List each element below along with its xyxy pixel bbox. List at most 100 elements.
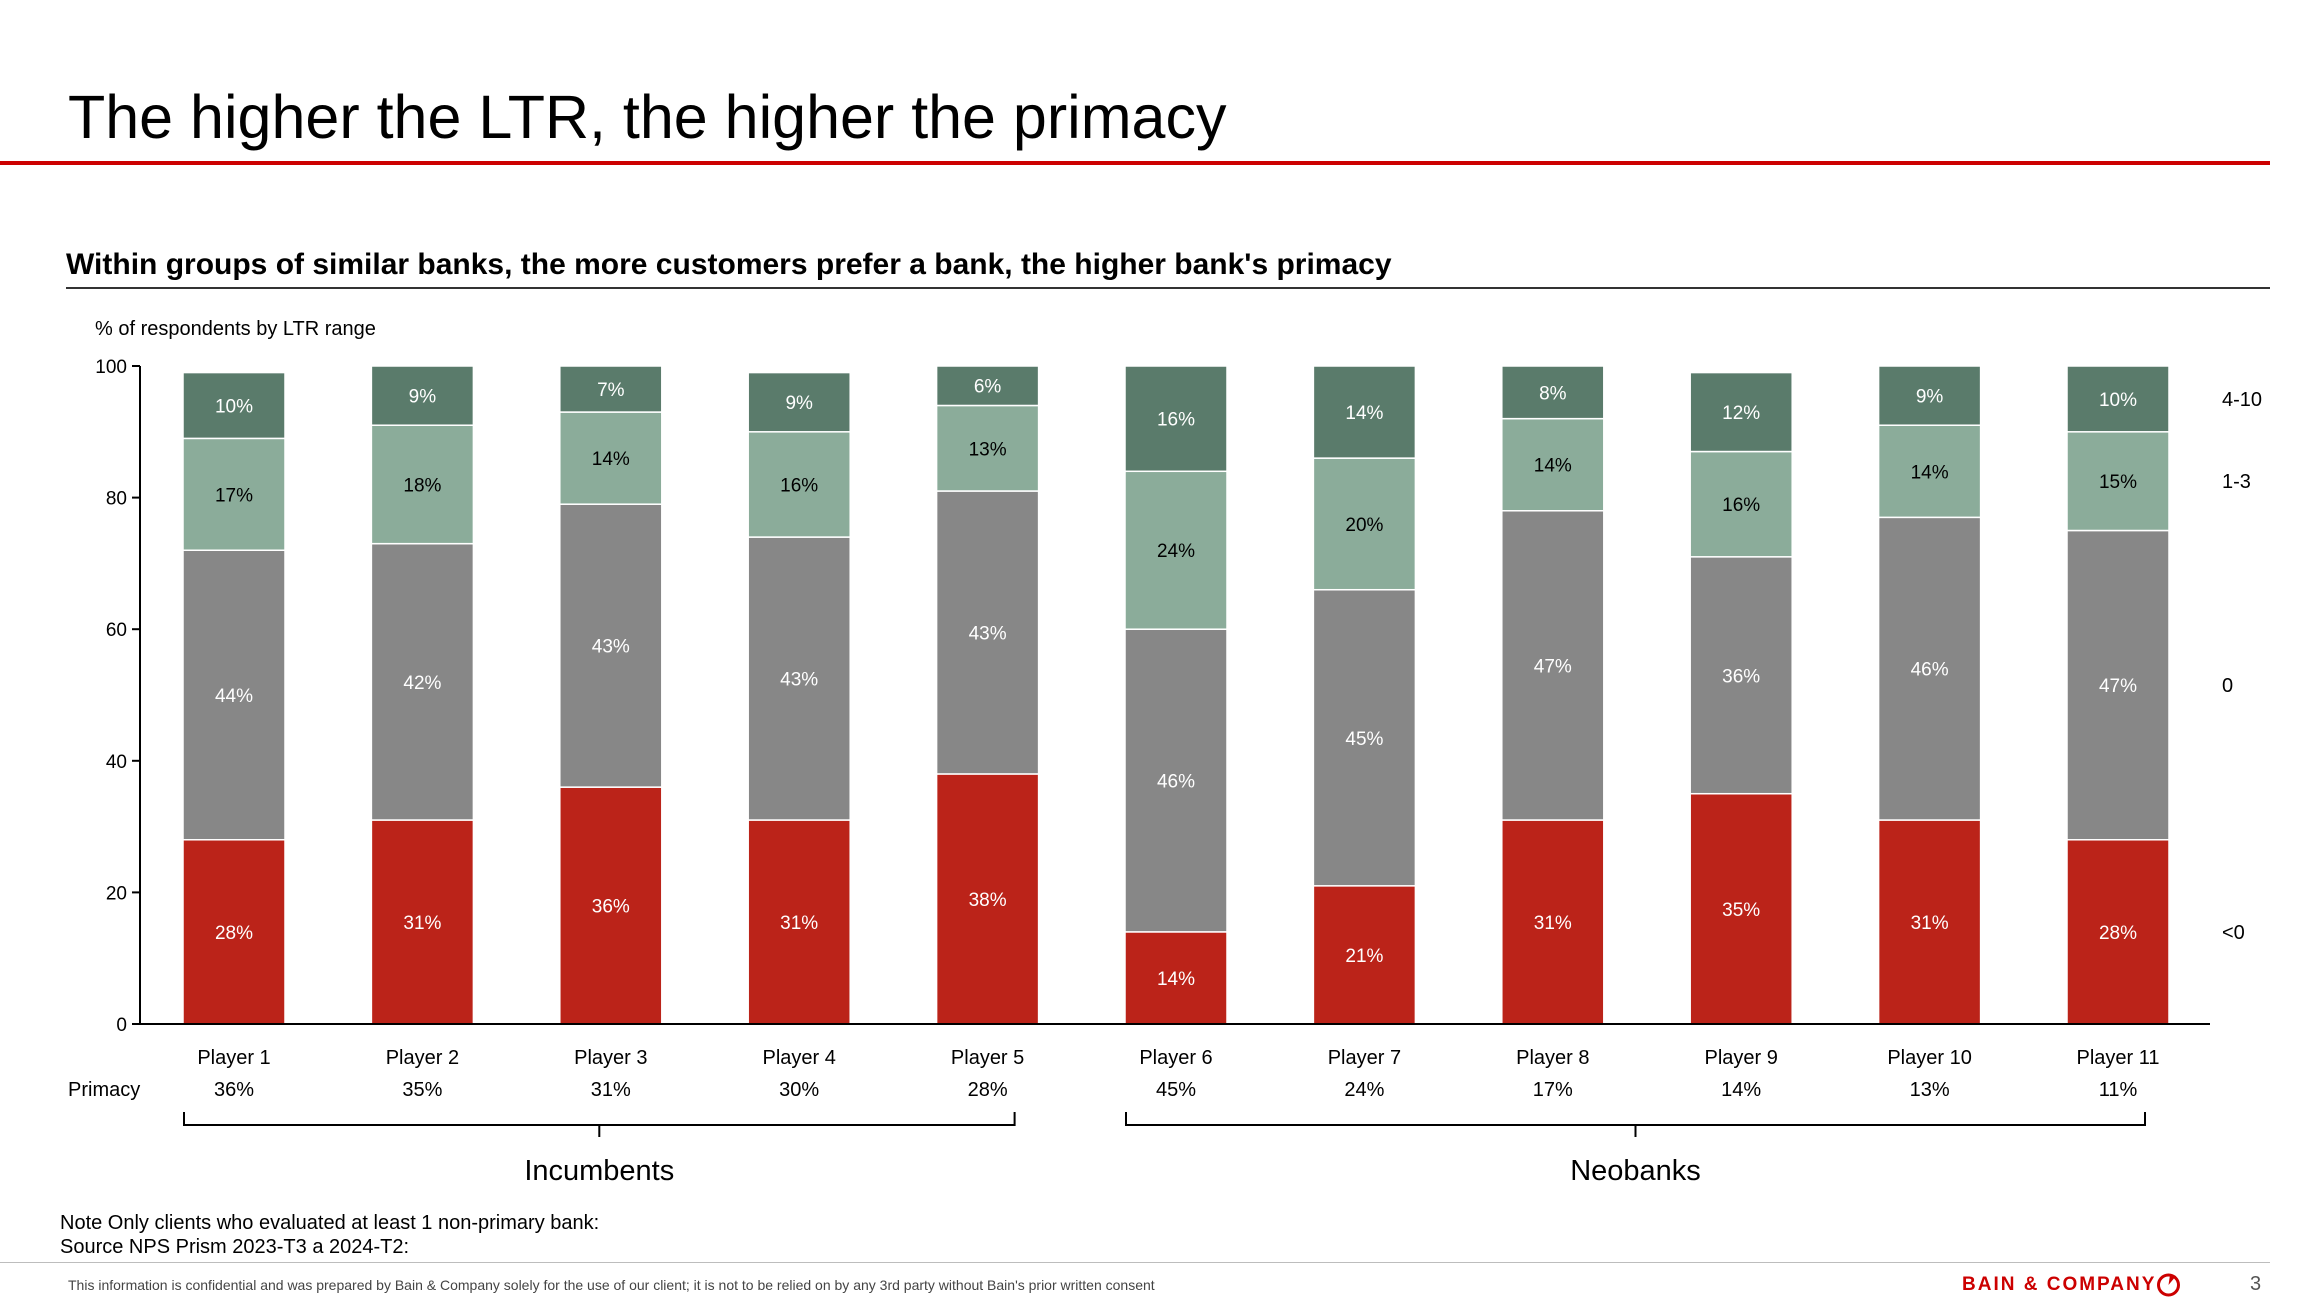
- data-label: 20%: [1345, 515, 1383, 536]
- primacy-row-label: Primacy: [68, 1079, 140, 1101]
- bar-segment: [935, 404, 1040, 492]
- x-tick-label: Player 8: [1516, 1047, 1589, 1069]
- data-label: 31%: [1534, 913, 1572, 934]
- bar-segment: [559, 411, 663, 505]
- bar-segment: [1501, 819, 1605, 1025]
- data-label: 31%: [780, 913, 818, 934]
- stacked-bar-chart: % of respondents by LTR range 0 20 40 60 80 10…: [68, 318, 2262, 1187]
- bar-segment: [559, 503, 663, 788]
- primacy-value: 17%: [1533, 1079, 1573, 1101]
- data-label: 38%: [969, 890, 1007, 911]
- data-label: 9%: [409, 387, 437, 408]
- page-number: 3: [2250, 1273, 2262, 1295]
- data-label: 43%: [592, 637, 630, 658]
- y-tick-label: 0: [116, 1015, 127, 1036]
- data-label: 35%: [1722, 900, 1760, 921]
- data-label: 12%: [1722, 403, 1760, 424]
- bar-segment: [747, 819, 851, 1025]
- data-label: 9%: [1916, 387, 1944, 408]
- primacy-value: 24%: [1344, 1079, 1384, 1101]
- x-tick-label: Player 3: [574, 1047, 647, 1069]
- data-label: 46%: [1911, 660, 1949, 681]
- footer-rule: [0, 1262, 2270, 1263]
- x-tick-label: Player 5: [951, 1047, 1024, 1069]
- bar-segment: [935, 490, 1040, 775]
- y-tick-label: 40: [106, 752, 127, 773]
- data-label: 45%: [1345, 729, 1383, 750]
- primacy-value: 11%: [2099, 1079, 2138, 1101]
- data-label: 31%: [403, 913, 441, 934]
- primacy-value: 28%: [968, 1079, 1008, 1101]
- bar-segment: [559, 786, 663, 1025]
- chart-subtitle: Within groups of similar banks, the more…: [66, 248, 1392, 281]
- page-title: The higher the LTR, the higher the prima…: [68, 83, 1227, 151]
- bar-segment: [2066, 365, 2170, 433]
- group-bracket: [1125, 1112, 2146, 1137]
- bar-segment: [935, 773, 1040, 1025]
- bar-segment: [370, 424, 475, 545]
- data-label: 14%: [1534, 456, 1572, 477]
- y-tick-label: 20: [106, 883, 127, 904]
- bar-segment: [1501, 417, 1605, 512]
- data-label: 17%: [215, 485, 253, 506]
- bar-segment: [1501, 365, 1605, 420]
- data-label: 10%: [215, 396, 253, 417]
- bar-segment: [1689, 450, 1793, 558]
- data-label: 14%: [1157, 969, 1195, 990]
- data-label: 47%: [1534, 656, 1572, 677]
- data-label: 6%: [974, 377, 1002, 398]
- data-label: 9%: [785, 393, 813, 414]
- legend-entry: <0: [2222, 922, 2245, 944]
- legend-entry: 1-3: [2222, 471, 2251, 493]
- subtitle-rule: [66, 287, 2270, 289]
- bar-segment: [1312, 588, 1417, 887]
- data-label: 8%: [1539, 383, 1567, 404]
- data-label: 31%: [1911, 913, 1949, 934]
- bar-segment: [1689, 556, 1793, 795]
- primacy-value: 35%: [402, 1079, 442, 1101]
- data-label: 24%: [1157, 541, 1195, 562]
- bar-segment: [370, 365, 475, 426]
- data-label: 36%: [592, 897, 630, 918]
- data-label: 36%: [1722, 666, 1760, 687]
- bar-segment: [747, 431, 851, 538]
- bar-segment: [1124, 365, 1228, 473]
- data-label: 7%: [597, 380, 625, 401]
- data-label: 47%: [2099, 676, 2137, 697]
- data-label: 28%: [2099, 923, 2137, 944]
- legend-entry: 0: [2222, 675, 2233, 697]
- data-label: 21%: [1345, 946, 1383, 967]
- x-tick-label: Player 4: [763, 1047, 836, 1069]
- note-text: Note Only clients who evaluated at least…: [60, 1212, 600, 1234]
- bar-segment: [1312, 885, 1417, 1025]
- primacy-value: 30%: [779, 1079, 819, 1101]
- bar-segment: [182, 371, 286, 440]
- title-rule: [0, 161, 2270, 165]
- data-label: 14%: [592, 449, 630, 470]
- x-tick-label: Player 2: [386, 1047, 459, 1069]
- y-axis-title: % of respondents by LTR range: [95, 318, 376, 340]
- group-label: Incumbents: [524, 1155, 674, 1187]
- brand-logo-icon: [2157, 1273, 2180, 1297]
- bar-segment: [1124, 470, 1228, 630]
- data-label: 18%: [403, 475, 441, 496]
- bar-segment: [1877, 365, 1982, 426]
- data-label: 43%: [969, 623, 1007, 644]
- data-label: 10%: [2099, 390, 2137, 411]
- x-tick-label: Player 1: [197, 1047, 270, 1069]
- x-tick-label: Player 9: [1705, 1047, 1778, 1069]
- bar-segment: [1312, 365, 1417, 459]
- primacy-value: 36%: [214, 1079, 254, 1101]
- bar-segment: [1124, 628, 1228, 933]
- confidentiality-footer: This information is confidential and was…: [68, 1277, 1155, 1293]
- data-label: 14%: [1345, 403, 1383, 424]
- bar-segment: [747, 371, 851, 433]
- x-tick-label: Player 7: [1328, 1047, 1401, 1069]
- data-label: 44%: [215, 686, 253, 707]
- x-tick-label: Player 6: [1139, 1047, 1212, 1069]
- bar-segment: [370, 819, 475, 1025]
- bar-segment: [370, 542, 475, 821]
- primacy-value: 31%: [591, 1079, 631, 1101]
- brand-logo-text: BAIN & COMPANY: [1962, 1274, 2157, 1295]
- data-label: 43%: [780, 670, 818, 691]
